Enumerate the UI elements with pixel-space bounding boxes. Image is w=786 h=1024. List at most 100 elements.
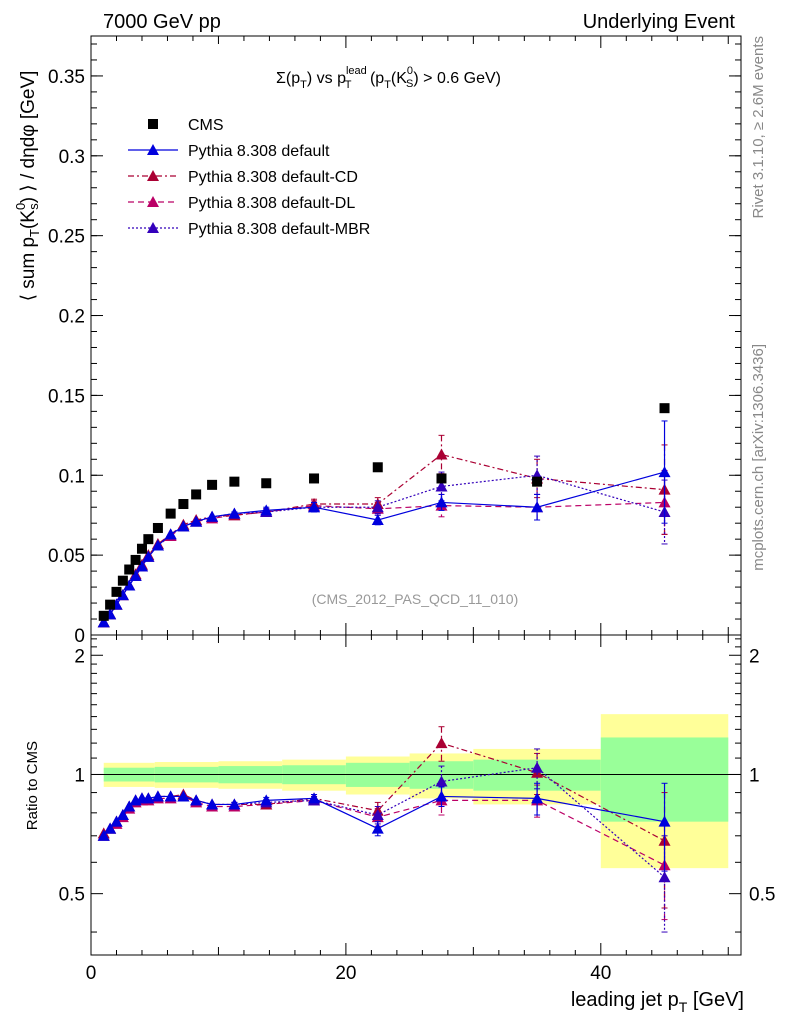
data-point-default [123, 800, 136, 812]
data-point-default [435, 790, 448, 802]
legend: CMS Pythia 8.308 default Pythia 8.308 defa… [128, 117, 370, 238]
y-tick-label-right: 0.5 [749, 885, 775, 906]
data-point-default [164, 528, 177, 540]
data-point-default [142, 792, 155, 804]
data-point-cms [659, 403, 670, 414]
main-plot-frame: 0 0.05 0.1 0.15 0.2 0.25 0.3 0.35 [48, 35, 742, 647]
data-point-default [206, 798, 219, 810]
x-tick-label: 0 [86, 963, 97, 984]
data-point-default [123, 579, 136, 591]
data-point-default [116, 589, 129, 601]
legend-marker-mbr [147, 222, 159, 233]
data-point-cms [98, 610, 109, 621]
data-point-cd [435, 737, 448, 749]
main-y-axis-label: ⟨ sum pT(K0s) ⟩ / dηdφ [GeV] [13, 71, 42, 302]
data-point-cms [191, 489, 202, 500]
data-point-cms [532, 476, 543, 487]
data-point-default [371, 513, 384, 525]
data-point-cms [178, 499, 189, 510]
data-point-default [658, 815, 671, 827]
header-left: 7000 GeV pp [103, 11, 221, 33]
data-point-default [228, 798, 241, 810]
data-point-default [190, 515, 203, 527]
data-point-default [260, 794, 273, 806]
data-point-cms [105, 599, 116, 610]
y-tick-label: 0.2 [59, 307, 85, 328]
y-tick-label: 0.15 [48, 386, 85, 407]
data-point-default [110, 815, 123, 827]
data-point-default [435, 496, 448, 508]
legend-marker-cms [148, 119, 158, 129]
ratio-y-axis-label: Ratio to CMS [24, 741, 41, 830]
data-point-default [142, 550, 155, 562]
x-tick-label: 20 [335, 963, 356, 984]
data-point-default [116, 808, 129, 820]
rivet-label: Rivet 3.1.10, ≥ 2.6M events [750, 36, 767, 219]
ratio-plot-series [97, 726, 671, 933]
data-point-default [206, 510, 219, 522]
data-point-default [260, 504, 273, 516]
data-point-cms [136, 543, 147, 554]
y-tick-label: 0.05 [48, 546, 85, 567]
data-point-default [164, 790, 177, 802]
legend-marker-cd [147, 170, 159, 181]
data-point-mbr [371, 501, 384, 513]
data-point-default [104, 822, 117, 834]
data-point-mbr [435, 775, 448, 787]
data-point-cms [111, 586, 122, 597]
data-point-cms [261, 478, 272, 489]
data-point-cms [372, 462, 383, 473]
data-point-default [228, 507, 241, 519]
legend-marker-default [147, 144, 159, 155]
y-tick-label-right: 1 [749, 765, 760, 786]
y-tick-label: 0.5 [59, 885, 85, 906]
series-line-dl [103, 795, 665, 866]
data-point-cd [435, 448, 448, 460]
data-point-default [658, 466, 671, 478]
mcplots-label: mcplots.cern.ch [arXiv:1306.3436] [750, 344, 767, 571]
data-point-cms [152, 522, 163, 533]
y-tick-label: 0.25 [48, 227, 85, 248]
data-point-mbr [371, 808, 384, 820]
data-point-cms [436, 473, 447, 484]
data-point-mbr [435, 480, 448, 492]
data-point-mbr [658, 871, 671, 883]
ratio-plot-frame: 0.5 0.51 12 20 20 40 [59, 634, 775, 984]
data-point-cms [207, 479, 218, 490]
data-point-cms [124, 564, 135, 575]
data-point-default [97, 616, 110, 628]
plot-border [90, 634, 742, 956]
y-tick-label: 0.35 [48, 67, 85, 88]
main-plot-series [97, 403, 671, 628]
main-title: Σ(pT) vs plead T (pT(K0 S) > 0.6 GeV) [276, 65, 501, 91]
data-point-cms [229, 476, 240, 487]
x-tick-label: 40 [590, 963, 611, 984]
legend-marker-dl [147, 196, 159, 207]
analysis-reference: (CMS_2012_PAS_QCD_11_010) [312, 591, 519, 607]
x-axis-label: leading jet pT [GeV] [571, 989, 744, 1015]
ratio-uncertainty-bands [103, 714, 729, 869]
data-point-default [531, 501, 544, 513]
data-point-default [151, 790, 164, 802]
legend-label-default: Pythia 8.308 default [188, 143, 330, 160]
y-tick-label: 1 [74, 765, 85, 786]
data-point-cms [165, 508, 176, 519]
y-tick-label: 2 [74, 646, 85, 667]
y-tick-label: 0.1 [59, 466, 85, 487]
data-point-cms [143, 534, 154, 545]
y-tick-label: 0 [74, 626, 85, 647]
data-point-cms [130, 554, 141, 565]
data-point-mbr [531, 761, 544, 773]
data-point-cms [309, 473, 320, 484]
series-line-cd [103, 453, 665, 623]
legend-label-cd: Pythia 8.308 default-CD [188, 169, 358, 186]
data-point-default [177, 520, 190, 532]
legend-label-dl: Pythia 8.308 default-DL [188, 195, 355, 212]
data-point-default [135, 560, 148, 572]
data-point-default [308, 501, 321, 513]
data-point-default [177, 790, 190, 802]
header-right: Underlying Event [583, 11, 736, 33]
legend-label-mbr: Pythia 8.308 default-MBR [188, 221, 370, 238]
data-point-default [308, 792, 321, 804]
